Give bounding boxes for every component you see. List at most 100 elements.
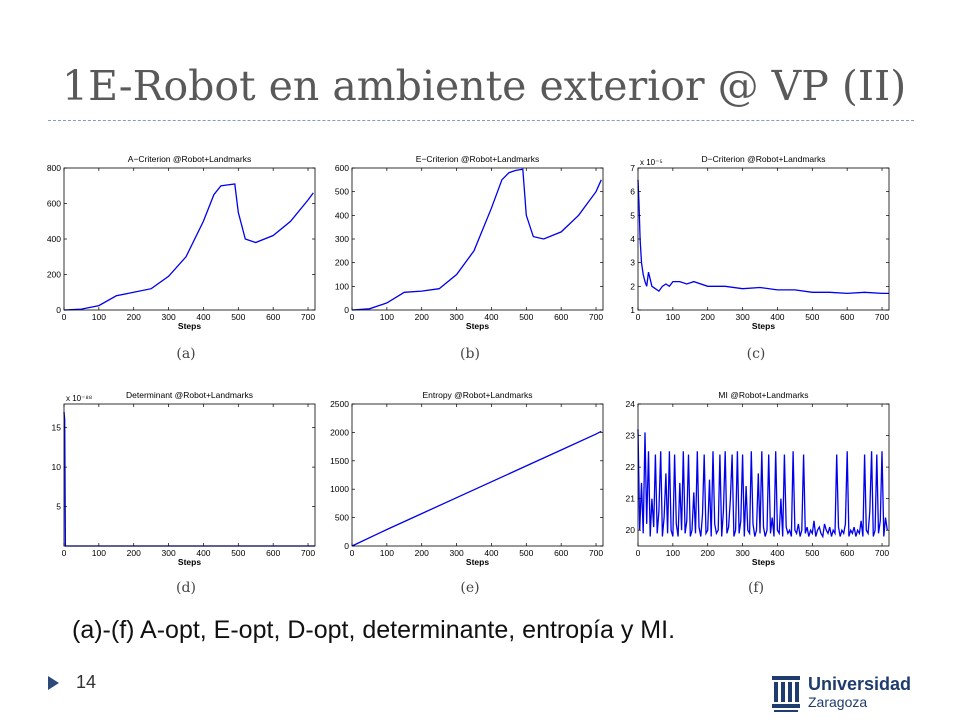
y-tick-label: 5 [56,502,61,512]
y-tick-label: 200 [335,258,349,268]
page-number: 14 [76,672,97,692]
panel-label-f: (f) [747,580,765,596]
x-tick-label: 300 [161,548,175,558]
y-tick-label: 0 [56,305,61,315]
plot-frame [637,403,890,547]
y-tick-label: 7 [630,163,635,173]
y-tick-label: 500 [335,513,349,523]
x-tick-label: 200 [415,312,429,322]
panel-label-c: (c) [746,346,766,362]
x-tick-label: 200 [127,312,141,322]
series-line [63,411,315,547]
y-tick-label: 21 [626,494,636,504]
y-tick-label: 15 [52,423,62,433]
series-line [637,179,889,295]
chart-title: D−Criterion @Robot+Landmarks [702,154,826,164]
chart-title: E−Criterion @Robot+Landmarks [416,154,539,164]
plot-frame [351,403,604,547]
x-tick-label: 100 [380,548,394,558]
x-tick-label: 500 [805,312,819,322]
x-axis-label: Steps [466,557,489,567]
x-axis-label: Steps [752,321,775,331]
plot-frame [63,403,316,547]
chart-a-criterion: A−Criterion @Robot+Landmarks 0 100 200 300 40… [28,150,323,340]
y-tick-label: 2500 [330,399,349,409]
y-tick-label: 3 [630,258,635,268]
y-tick-label: 2 [630,281,635,291]
x-tick-label: 600 [554,312,568,322]
y-tick-label: 23 [626,431,636,441]
x-tick-label: 200 [127,548,141,558]
university-logo: Universidad Zaragoza [770,672,911,718]
x-tick-label: 600 [266,548,280,558]
x-tick-label: 0 [62,312,67,322]
x-tick-label: 600 [554,548,568,558]
y-tick-label: 400 [47,234,61,244]
y-tick-label: 200 [47,270,61,280]
y-tick-label: 1000 [330,484,349,494]
x-tick-label: 200 [701,548,715,558]
y-tick-label: 600 [335,163,349,173]
y-tick-label: 1500 [330,456,349,466]
chart-svg: D−Criterion @Robot+Landmarks x 10⁻⁵ 0 100 20… [630,154,890,331]
title-divider [48,120,914,121]
x-tick-label: 700 [875,312,889,322]
x-tick-label: 500 [231,312,245,322]
plot-frame [351,167,604,311]
x-tick-label: 0 [62,548,67,558]
chart-title: Determinant @Robot+Landmarks [126,390,253,400]
y-tick-label: 0 [344,541,349,551]
x-tick-label: 100 [666,548,680,558]
y-tick-label: 300 [335,234,349,244]
y-tick-label: 5 [630,210,635,220]
chart-title: Entropy @Robot+Landmarks [423,390,533,400]
university-crest-icon [772,676,800,712]
panel-label-b: (b) [460,346,480,362]
x-tick-label: 100 [92,548,106,558]
y-tick-label: 1 [630,305,635,315]
x-tick-label: 200 [701,312,715,322]
x-tick-label: 100 [666,312,680,322]
x-tick-label: 600 [840,312,854,322]
axis-exponent-label: x 10⁻⁵ [640,158,663,167]
x-tick-label: 400 [196,548,210,558]
x-tick-label: 400 [196,312,210,322]
panel-label-a: (a) [176,346,196,362]
x-tick-label: 500 [805,548,819,558]
panel-label-e: (e) [460,580,480,596]
x-tick-label: 100 [380,312,394,322]
plot-frame [637,167,890,311]
chart-svg: MI @Robot+Landmarks 0 100 200 300 400 500 600 70… [626,390,890,567]
y-tick-label: 20 [626,525,636,535]
y-tick-label: 2000 [330,427,349,437]
x-axis-label: Steps [752,557,775,567]
x-tick-label: 700 [301,312,315,322]
panel-label-d: (d) [176,580,196,596]
x-tick-label: 0 [636,548,641,558]
x-tick-label: 300 [735,312,749,322]
x-axis-label: Steps [178,321,201,331]
y-tick-label: 600 [47,199,61,209]
y-tick-label: 0 [344,305,349,315]
x-tick-label: 0 [350,312,355,322]
x-tick-label: 400 [484,548,498,558]
x-tick-label: 600 [266,312,280,322]
x-tick-label: 700 [589,312,603,322]
chart-d-criterion: D−Criterion @Robot+Landmarks x 10⁻⁵ 0 100 20… [602,150,897,340]
x-tick-label: 700 [301,548,315,558]
plot-frame [63,167,316,311]
chart-svg: E−Criterion @Robot+Landmarks 0 100 200 300 40… [335,154,604,331]
x-tick-label: 700 [589,548,603,558]
series-line [637,429,888,539]
chart-determinant: Determinant @Robot+Landmarks x 10⁻⁸⁸ 0 100 2… [28,386,323,576]
y-tick-label: 6 [630,187,635,197]
y-tick-label: 400 [335,210,349,220]
x-tick-label: 0 [636,312,641,322]
x-tick-label: 300 [449,548,463,558]
chart-svg: Determinant @Robot+Landmarks x 10⁻⁸⁸ 0 100 2… [52,390,316,567]
chart-entropy: Entropy @Robot+Landmarks 0 100 200 300 400 500… [316,386,611,576]
logo-subtitle: Zaragoza [808,694,868,710]
y-tick-label: 500 [335,187,349,197]
x-tick-label: 100 [92,312,106,322]
bullet-triangle-icon [48,676,59,690]
